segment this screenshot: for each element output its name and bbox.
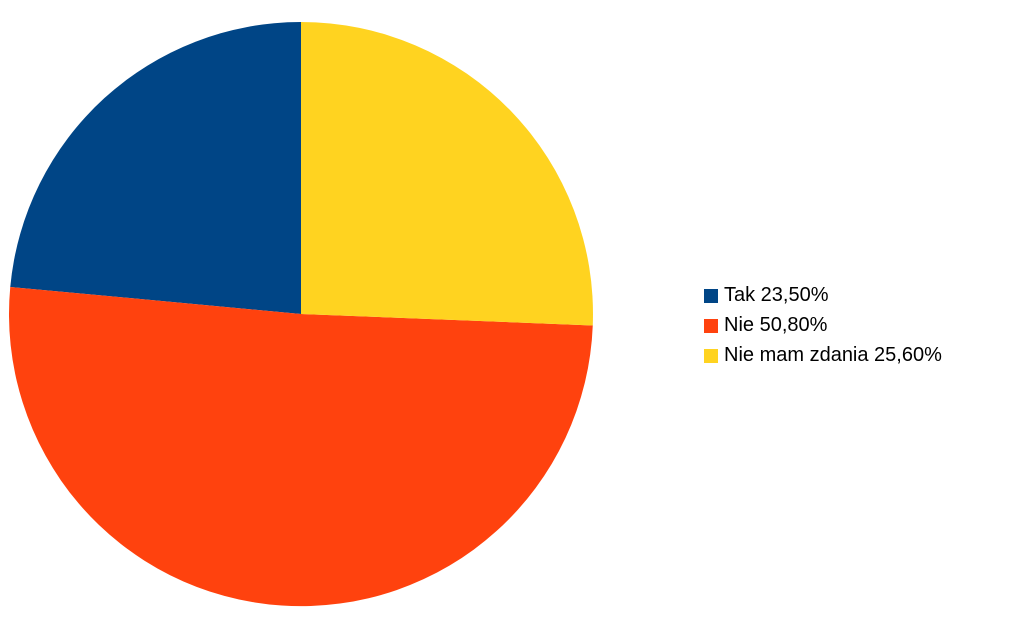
pie-slice-nie bbox=[8, 286, 593, 607]
pie-slices bbox=[8, 22, 593, 607]
pie-slice-nie-mam-zdania bbox=[301, 22, 593, 326]
legend-swatch-nie bbox=[704, 318, 718, 333]
legend-item-nie-mam-zdania: Nie mam zdania 25,60% bbox=[704, 345, 942, 366]
legend-label-nie: Nie 50,80% bbox=[724, 314, 828, 336]
legend-label-tak: Tak 23,50% bbox=[724, 284, 829, 306]
legend-item-tak: Tak 23,50% bbox=[704, 285, 942, 306]
pie-slice-tak bbox=[10, 22, 301, 314]
chart-legend: Tak 23,50% Nie 50,80% Nie mam zdania 25,… bbox=[704, 285, 942, 366]
legend-swatch-nie-mam-zdania bbox=[704, 348, 718, 363]
legend-item-nie: Nie 50,80% bbox=[704, 315, 942, 336]
legend-swatch-tak bbox=[704, 288, 718, 303]
legend-label-nie-mam-zdania: Nie mam zdania 25,60% bbox=[724, 344, 942, 366]
